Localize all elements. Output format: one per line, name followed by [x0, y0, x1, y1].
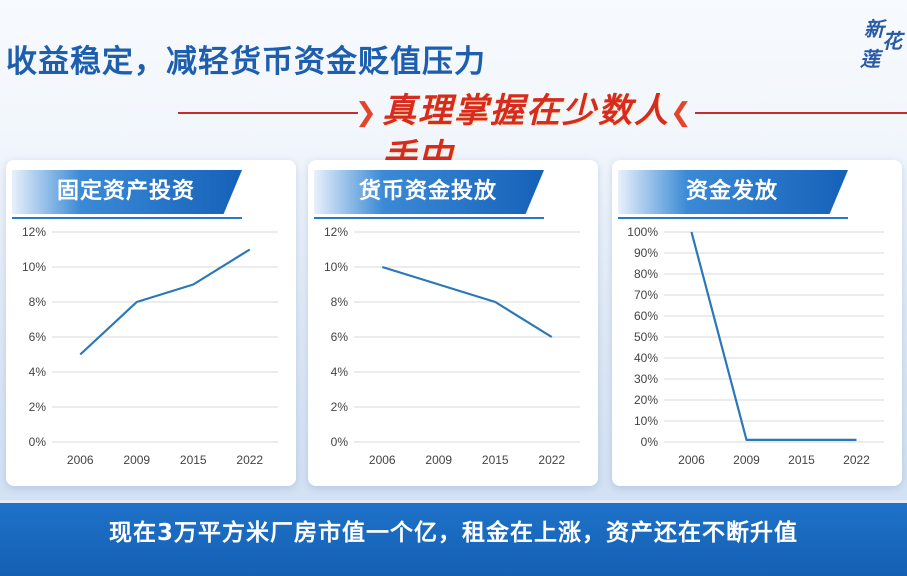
- x-tick-label: 2009: [733, 453, 760, 467]
- x-tick-label: 2006: [678, 453, 705, 467]
- x-tick-label: 2015: [180, 453, 207, 467]
- divider-right: [695, 112, 907, 114]
- y-tick-label: 12%: [22, 225, 46, 239]
- line-chart-money-supply: 0% 2% 4% 6% 8% 10% 12% 2006 2009 2015 2022: [324, 225, 580, 467]
- subtitle-banner: ❯ 真理掌握在少数人手中 ❮: [150, 88, 907, 177]
- logo-char-1: 新: [864, 17, 884, 41]
- x-tick-label: 2009: [123, 453, 150, 467]
- footer-text: 现在3万平方米厂房市值一个亿，租金在上涨，资产还在不断升值: [108, 520, 798, 546]
- y-tick-label: 4%: [331, 365, 349, 379]
- y-tick-label: 0%: [331, 435, 349, 449]
- y-tick-label: 0%: [641, 435, 659, 449]
- card-underline: [618, 217, 848, 219]
- card-tab: [12, 170, 242, 214]
- y-tick-label: 50%: [634, 330, 658, 344]
- y-tick-label: 10%: [324, 260, 348, 274]
- y-tick-label: 10%: [22, 260, 46, 274]
- y-tick-label: 100%: [627, 225, 658, 239]
- y-tick-label: 90%: [634, 246, 658, 260]
- logo-char-2: 花: [882, 29, 902, 53]
- y-tick-label: 10%: [634, 414, 658, 428]
- card-title: 固定资产投资: [56, 179, 195, 204]
- footer-banner: 现在3万平方米厂房市值一个亿，租金在上涨，资产还在不断升值: [0, 503, 907, 576]
- card-title: 资金发放: [685, 179, 778, 204]
- card-tab: [618, 170, 848, 214]
- y-tick-label: 2%: [331, 400, 349, 414]
- divider-left: [178, 112, 358, 114]
- x-tick-label: 2006: [67, 453, 94, 467]
- y-tick-label: 20%: [634, 393, 658, 407]
- y-tick-label: 60%: [634, 309, 658, 323]
- line-chart-fixed-assets: 0% 2% 4% 6% 8% 10% 12% 2006 2009 2015 2022: [22, 225, 278, 467]
- y-tick-label: 8%: [29, 295, 47, 309]
- y-tick-label: 30%: [634, 372, 658, 386]
- x-tick-label: 2015: [788, 453, 815, 467]
- y-tick-label: 0%: [29, 435, 47, 449]
- chart-card-money-supply: 货币资金投放 0% 2% 4% 6% 8% 10% 12% 2006 2009 2015 2022: [308, 160, 598, 486]
- y-tick-label: 80%: [634, 267, 658, 281]
- line-chart-fund-release: 0% 10% 20% 30% 40% 50% 60% 70% 80% 90% 100% 2006 200…: [627, 225, 884, 467]
- chart-card-fund-release: 资金发放 0% 10% 20% 30% 40% 50% 60% 70% 80% 90% 100% 20…: [612, 160, 902, 486]
- card-underline: [12, 217, 242, 219]
- x-tick-label: 2015: [482, 453, 509, 467]
- y-tick-label: 4%: [29, 365, 47, 379]
- logo-char-3: 莲: [860, 47, 880, 71]
- y-tick-label: 70%: [634, 288, 658, 302]
- x-tick-label: 2009: [425, 453, 452, 467]
- page-title: 收益稳定，减轻货币资金贬值压力: [6, 44, 486, 80]
- y-tick-label: 12%: [324, 225, 348, 239]
- y-tick-label: 6%: [331, 330, 349, 344]
- y-tick-label: 6%: [29, 330, 47, 344]
- chevron-left-icon: ❯: [355, 98, 377, 128]
- series-line: [381, 265, 553, 338]
- y-tick-label: 8%: [331, 295, 349, 309]
- chevron-right-icon: ❮: [670, 98, 692, 128]
- x-tick-label: 2006: [369, 453, 396, 467]
- card-tab: [314, 170, 544, 214]
- chart-card-fixed-assets: 固定资产投资 0% 2% 4% 6% 8% 10% 12% 2006 2009 2015 2022: [6, 160, 296, 486]
- y-tick-label: 2%: [29, 400, 47, 414]
- subtitle: 真理掌握在少数人手中: [382, 91, 670, 177]
- x-tick-label: 2022: [538, 453, 565, 467]
- card-underline: [314, 217, 544, 219]
- logo: 新 花 莲: [858, 18, 906, 86]
- card-title: 货币资金投放: [358, 179, 497, 204]
- series-line: [690, 231, 857, 441]
- y-tick-label: 40%: [634, 351, 658, 365]
- x-tick-label: 2022: [843, 453, 870, 467]
- x-tick-label: 2022: [236, 453, 263, 467]
- series-line: [79, 248, 251, 356]
